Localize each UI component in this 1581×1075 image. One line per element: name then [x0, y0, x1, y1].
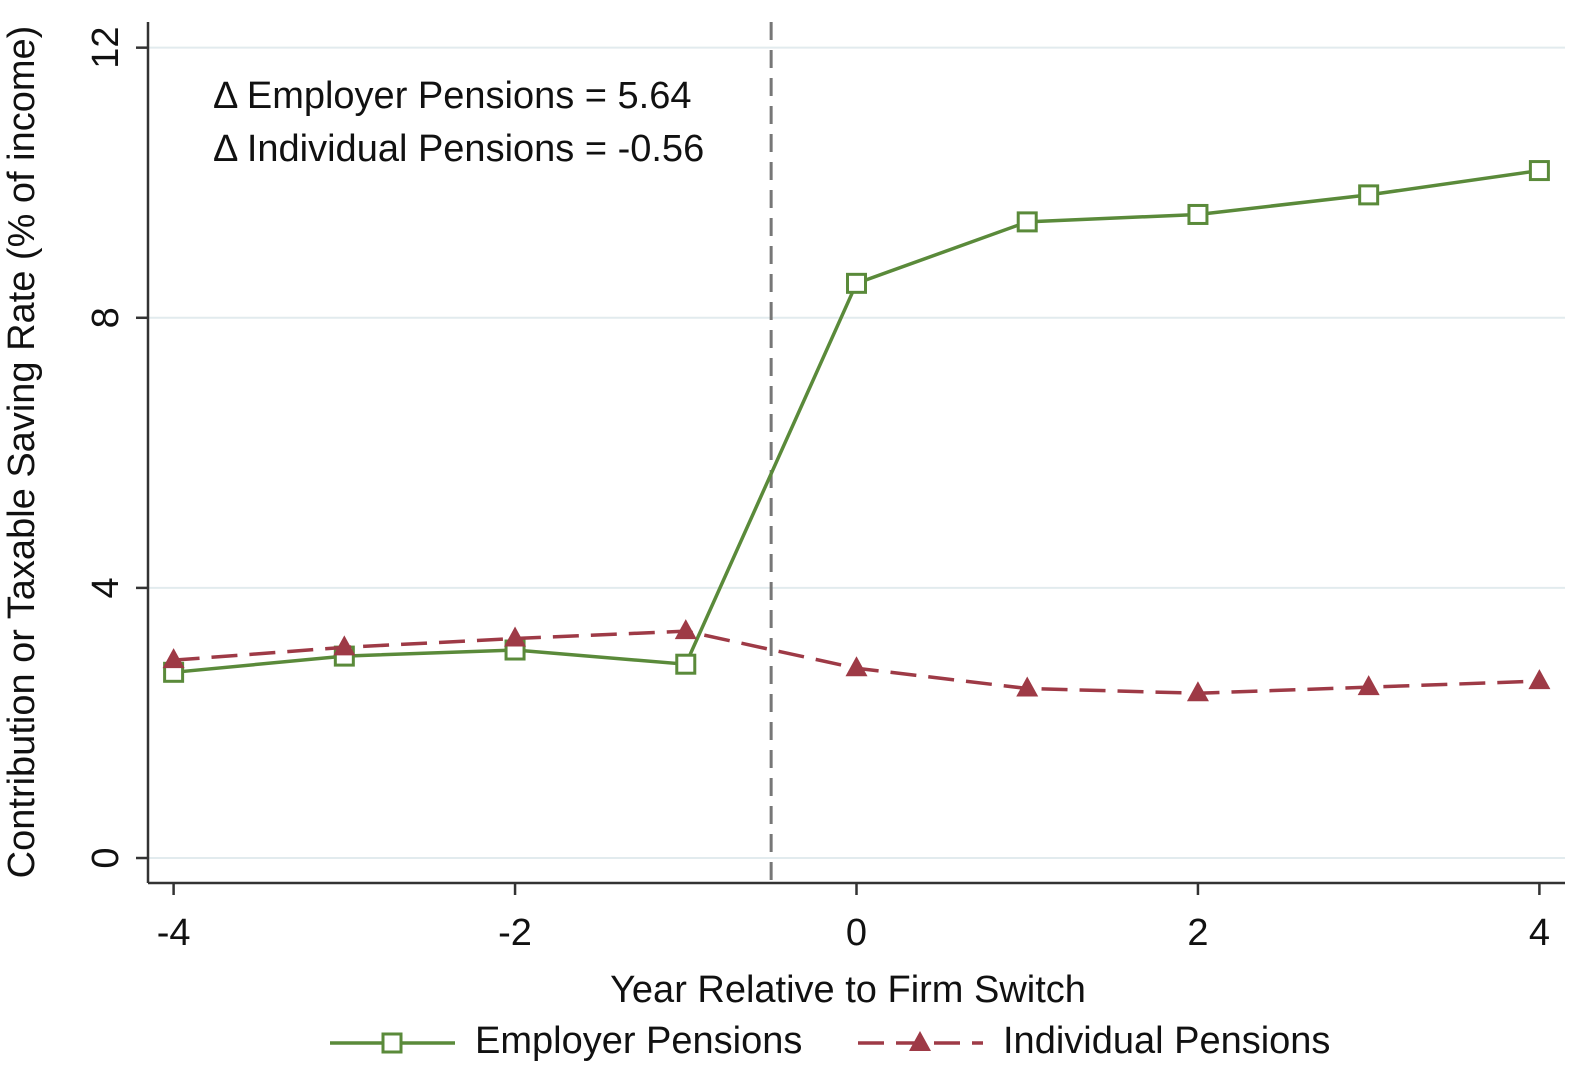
x-axis-title: Year Relative to Firm Switch [610, 969, 1086, 1011]
marker [1016, 211, 1038, 233]
legend-label: Employer Pensions [475, 1020, 802, 1062]
marker [675, 653, 697, 675]
marker [162, 648, 185, 669]
x-tick-label: 0 [846, 912, 867, 954]
marker [333, 635, 356, 656]
marker [1358, 184, 1380, 206]
marker [845, 656, 868, 677]
y-tick-label: 4 [85, 577, 127, 598]
legend-label: Individual Pensions [1003, 1020, 1330, 1062]
x-tick-label: -4 [157, 912, 191, 954]
marker [846, 272, 867, 294]
x-tick-label: -2 [498, 912, 532, 954]
y-tick-label: 0 [85, 847, 127, 868]
marker [1528, 160, 1550, 182]
series-line [173, 168, 1540, 675]
marker [504, 626, 527, 647]
y-tick-label: 8 [85, 307, 127, 328]
marker [1357, 675, 1380, 696]
marker [1187, 203, 1209, 225]
y-axis-title: Contribution or Taxable Saving Rate (% o… [1, 26, 43, 879]
annotation: Δ Individual Pensions = -0.56 [213, 128, 704, 170]
marker [1186, 681, 1209, 702]
x-tick-label: 2 [1187, 912, 1208, 954]
marker [909, 1031, 931, 1051]
marker [1528, 669, 1551, 690]
marker [381, 1032, 403, 1054]
x-tick-label: 4 [1529, 912, 1550, 954]
marker [674, 619, 697, 640]
y-tick-label: 12 [85, 27, 127, 69]
marker [1016, 676, 1039, 697]
annotation: Δ Employer Pensions = 5.64 [213, 75, 692, 117]
